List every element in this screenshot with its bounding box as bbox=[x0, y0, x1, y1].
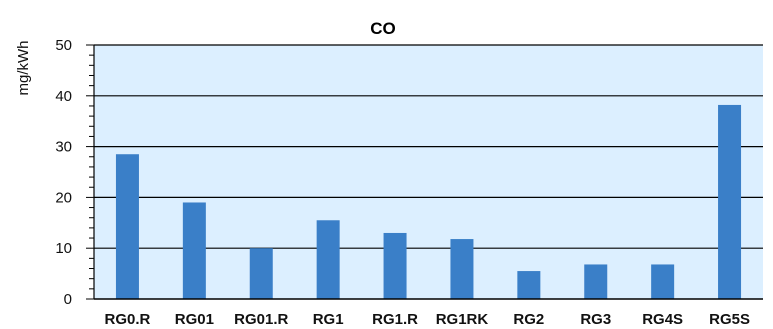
y-tick-label: 30 bbox=[55, 139, 72, 156]
y-tick-label: 20 bbox=[55, 189, 72, 206]
chart-title: CO bbox=[370, 19, 396, 38]
x-tick-label: RG01.R bbox=[234, 311, 288, 328]
y-tick-label: 40 bbox=[55, 88, 72, 105]
bar-rg0-r bbox=[115, 154, 139, 299]
x-tick-label: RG4S bbox=[642, 311, 683, 328]
bar-rg1-r bbox=[383, 232, 407, 299]
x-tick-label: RG1.R bbox=[372, 311, 418, 328]
bar-rg1 bbox=[316, 220, 340, 299]
bar-rg2 bbox=[517, 271, 541, 299]
y-tick-label: 0 bbox=[64, 291, 72, 308]
y-tick-label: 10 bbox=[55, 240, 72, 257]
x-tick-label: RG1 bbox=[313, 311, 344, 328]
x-tick-label: RG01 bbox=[175, 311, 214, 328]
bar-rg01 bbox=[182, 202, 206, 299]
x-tick-label: RG3 bbox=[580, 311, 611, 328]
bar-rg1rk bbox=[450, 239, 474, 299]
y-tick-label: 50 bbox=[55, 37, 72, 54]
x-tick-label: RG2 bbox=[513, 311, 544, 328]
x-tick-label: RG5S bbox=[709, 311, 750, 328]
bar-rg5s bbox=[718, 104, 742, 299]
bars bbox=[115, 104, 742, 299]
x-tick-label: RG0.R bbox=[105, 311, 151, 328]
axes: 0 10 20 30 40 50 RG0.R RG01 RG01.R RG1 RG1.R RG1RK R… bbox=[55, 37, 763, 328]
y-axis-label: mg/kWh bbox=[15, 40, 32, 95]
bar-rg01-r bbox=[249, 248, 273, 299]
x-tick-label: RG1RK bbox=[436, 311, 489, 328]
bar-rg4s bbox=[651, 264, 675, 299]
bar-rg3 bbox=[584, 264, 608, 299]
